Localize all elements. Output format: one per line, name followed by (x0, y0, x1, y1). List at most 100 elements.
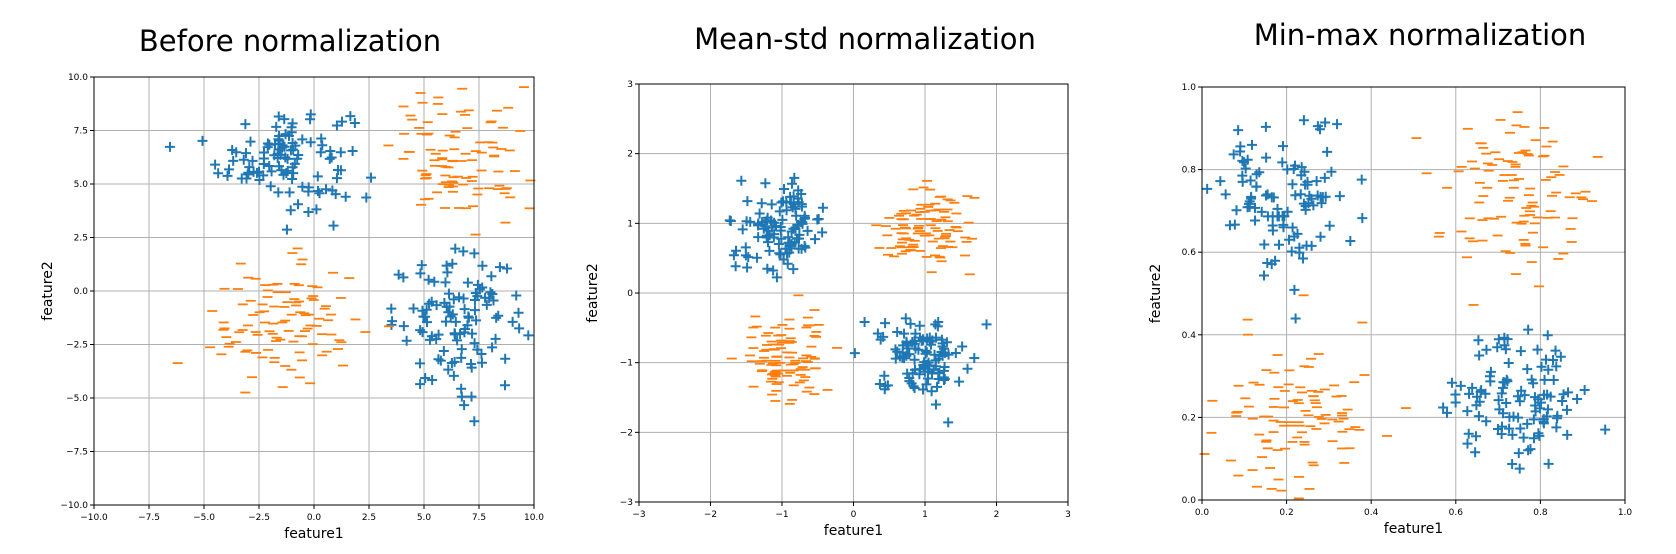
data-point-plus (415, 268, 426, 279)
data-point-plus (817, 202, 828, 213)
y-axis-label: feature2 (585, 263, 601, 322)
data-point-plus (897, 352, 908, 363)
data-point-plus (286, 122, 297, 133)
data-point-plus (760, 178, 771, 189)
data-point-plus (1514, 463, 1525, 474)
data-point-plus (872, 328, 883, 339)
y-tick-label: −3 (620, 498, 633, 508)
data-point-plus (1579, 384, 1590, 395)
data-point-plus (1497, 421, 1508, 432)
data-point-plus (507, 316, 518, 327)
data-point-plus (751, 252, 762, 263)
scatter-plot-2: 0.0 0.2 0.4 0.6 0.8 1.0 0.0 0.2 0.4 0.6 0.8 1.0 feat… (1148, 83, 1632, 537)
data-point-plus (794, 229, 805, 240)
data-point-plus (919, 366, 930, 377)
data-point-plus (1242, 154, 1253, 165)
data-point-plus (743, 252, 754, 263)
x-tick-label: 1 (922, 510, 928, 520)
data-point-plus (491, 312, 502, 323)
data-point-plus (1300, 179, 1311, 190)
data-point-plus (936, 334, 947, 345)
data-point-plus (431, 300, 442, 311)
data-point-plus (1538, 389, 1549, 400)
data-point-plus (1260, 190, 1271, 201)
data-point-plus (456, 352, 467, 363)
data-point-plus (969, 353, 980, 364)
x-tick-label: −5.0 (193, 513, 215, 523)
data-point-plus (1501, 397, 1512, 408)
data-point-plus (1496, 388, 1507, 399)
data-point-plus (1249, 202, 1260, 213)
data-point-plus (450, 316, 461, 327)
data-point-plus (420, 311, 431, 322)
data-point-plus (427, 375, 438, 386)
x-tick-label: 0.0 (307, 513, 322, 523)
data-point-plus (1332, 119, 1343, 130)
data-point-plus (943, 417, 954, 428)
data-point-plus (774, 206, 785, 217)
data-point-plus (1319, 172, 1330, 183)
data-point-plus (433, 329, 444, 340)
data-point-plus (1528, 414, 1539, 425)
data-point-plus (1562, 429, 1573, 440)
data-point-plus (502, 263, 513, 274)
data-point-plus (316, 133, 327, 144)
data-point-plus (753, 232, 764, 243)
data-point-plus (786, 240, 797, 251)
data-point-plus (447, 309, 458, 320)
data-point-plus (907, 368, 918, 379)
data-point-plus (906, 378, 917, 389)
data-point-plus (892, 327, 903, 338)
data-point-plus (1334, 191, 1345, 202)
data-point-plus (1288, 164, 1299, 175)
data-point-plus (1250, 215, 1261, 226)
data-point-plus (258, 147, 269, 158)
data-point-plus (345, 111, 356, 122)
data-point-plus (272, 152, 283, 163)
data-point-plus (1493, 334, 1504, 345)
x-tick-label: 3 (1065, 510, 1071, 520)
data-point-plus (481, 299, 492, 310)
data-point-plus (791, 210, 802, 221)
data-point-plus (1228, 149, 1239, 160)
data-point-plus (456, 344, 467, 355)
data-point-plus (1455, 380, 1466, 391)
data-point-plus (1247, 139, 1257, 150)
data-point-plus (314, 188, 325, 199)
data-point-plus (788, 199, 799, 210)
data-point-plus (1555, 351, 1566, 362)
data-point-plus (1513, 448, 1524, 459)
data-point-plus (1464, 388, 1475, 399)
data-point-plus (786, 178, 797, 189)
data-point-plus (222, 170, 233, 181)
data-point-plus (224, 164, 235, 175)
data-point-plus (1260, 121, 1271, 132)
data-point-plus (1287, 222, 1298, 233)
data-point-plus (773, 238, 784, 249)
data-point-plus (1286, 246, 1297, 257)
data-point-plus (817, 227, 828, 238)
data-point-plus (1245, 175, 1256, 186)
data-point-plus (321, 184, 332, 195)
data-point-plus (1290, 190, 1301, 201)
data-point-plus (736, 175, 747, 186)
data-point-plus (933, 316, 944, 327)
scatter-plot-1: −3 −2 −1 0 1 2 3 −3 −2 −1 0 1 2 3 feature1 feature2 (585, 80, 1071, 539)
data-point-plus (899, 328, 910, 339)
x-tick-label: 7.5 (472, 513, 486, 523)
x-tick-label: 0.0 (1195, 508, 1210, 518)
data-point-plus (1512, 391, 1523, 402)
data-point-plus (788, 264, 799, 275)
y-tick-label: −1 (620, 359, 633, 369)
data-point-plus (1561, 404, 1572, 415)
data-point-plus (900, 313, 911, 324)
data-point-plus (938, 343, 949, 354)
data-point-plus (1235, 141, 1246, 152)
data-point-plus (480, 292, 491, 303)
data-point-plus (471, 315, 482, 326)
y-tick-label: −10.0 (60, 501, 88, 511)
data-point-plus (1533, 428, 1544, 439)
data-point-plus (1536, 361, 1547, 372)
data-point-plus (763, 225, 774, 236)
data-point-plus (1542, 330, 1553, 341)
